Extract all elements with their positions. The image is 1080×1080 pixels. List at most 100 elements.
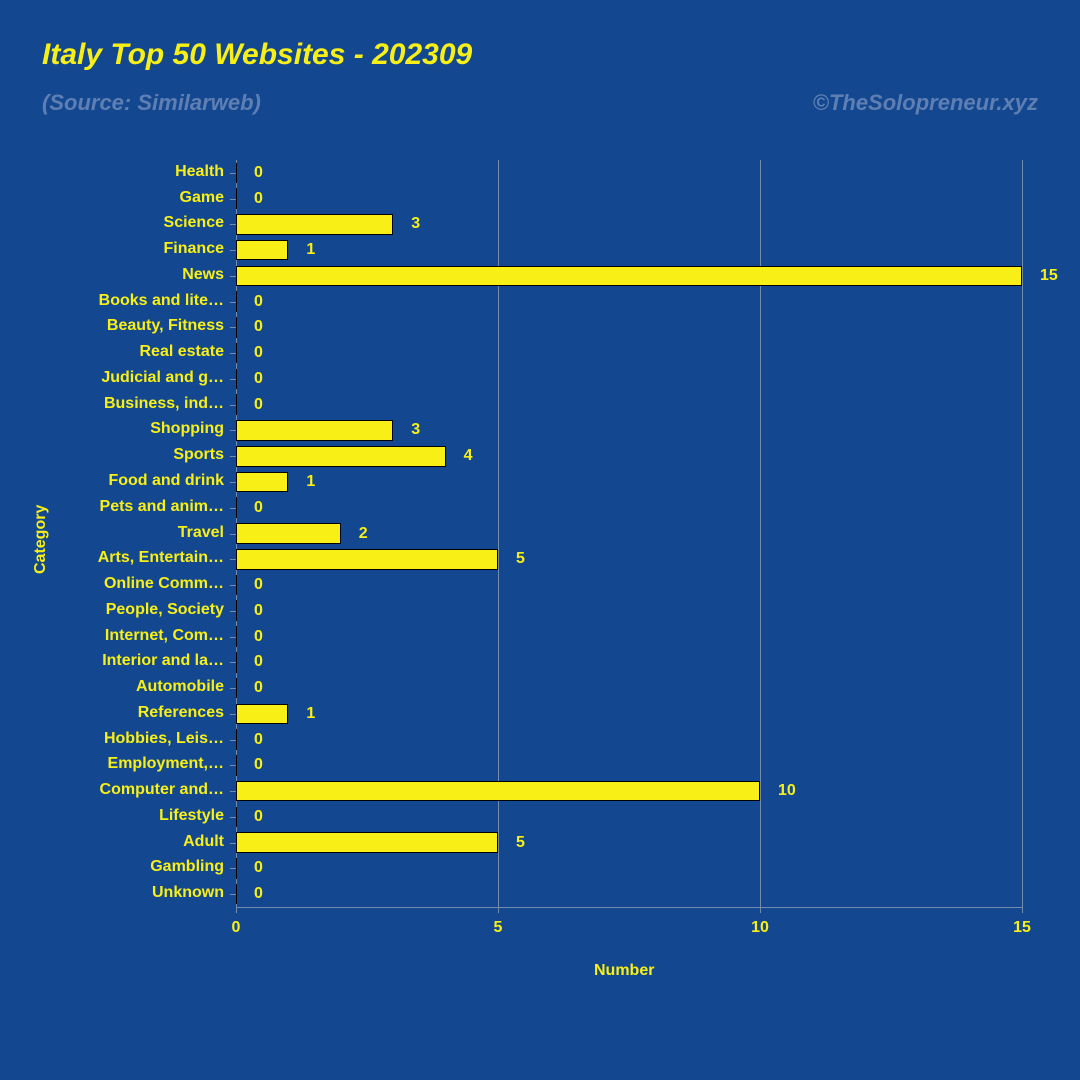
chart-subtitle-source: (Source: Similarweb) [42,90,261,116]
bar-value-label: 0 [254,885,263,903]
bar-value-label: 0 [254,731,263,749]
bar-outline [236,755,237,776]
bar-outline [236,729,237,750]
bar-outline [236,884,237,905]
bar-outline [236,240,288,261]
y-tick-label: Beauty, Fitness [74,317,224,335]
bar-value-label: 0 [254,190,263,208]
bar-outline [236,394,237,415]
bar-value-label: 4 [464,447,473,465]
bar-outline [236,188,237,209]
bar-outline [236,858,237,879]
bar-outline [236,523,341,544]
y-tick-label: Lifestyle [74,807,224,825]
bar-value-label: 0 [254,164,263,182]
x-axis-line [236,907,1022,908]
bar-value-label: 0 [254,344,263,362]
y-tick-label: Shopping [74,420,224,438]
y-tick-label: Real estate [74,343,224,361]
bar-outline [236,807,237,828]
bar-value-label: 0 [254,576,263,594]
bar-outline [236,575,237,596]
x-axis-label: Number [594,962,654,980]
bar-outline [236,214,393,235]
bar-chart: Italy Top 50 Websites - 202309 (Source: … [0,0,1080,1080]
bar-value-label: 0 [254,756,263,774]
bar-outline [236,266,1022,287]
bar-outline [236,446,446,467]
bar-outline [236,652,237,673]
bar-value-label: 0 [254,499,263,517]
bar-value-label: 0 [254,396,263,414]
y-tick-label: Computer and… [74,781,224,799]
bar-value-label: 0 [254,628,263,646]
bar-value-label: 0 [254,808,263,826]
bar-outline [236,369,237,390]
y-tick-label: Internet, Com… [74,627,224,645]
y-tick-label: People, Society [74,601,224,619]
bar-value-label: 0 [254,602,263,620]
bar-value-label: 5 [516,550,525,568]
y-axis-label: Category [32,504,50,573]
bar-value-label: 3 [411,215,420,233]
bar-value-label: 0 [254,859,263,877]
chart-subtitle-credit: ©TheSolopreneur.xyz [813,90,1038,116]
bar-outline [236,497,237,518]
bar-outline [236,317,237,338]
bar-value-label: 10 [778,782,796,800]
bar-outline [236,472,288,493]
y-tick-label: Hobbies, Leis… [74,730,224,748]
y-tick-label: Employment,… [74,755,224,773]
y-tick-label: Pets and anim… [74,498,224,516]
bar-outline [236,291,237,312]
bar-outline [236,781,760,802]
bar-outline [236,549,498,570]
bar-outline [236,678,237,699]
y-tick-label: References [74,704,224,722]
y-tick-label: Business, ind… [74,395,224,413]
bar-outline [236,343,237,364]
y-tick-label: Adult [74,833,224,851]
y-tick-label: Game [74,189,224,207]
y-tick-label: Sports [74,446,224,464]
x-tick [1022,907,1023,913]
y-tick-label: Food and drink [74,472,224,490]
y-tick-label: Arts, Entertain… [74,549,224,567]
y-tick-label: News [74,266,224,284]
y-tick-label: Travel [74,524,224,542]
bar-outline [236,704,288,725]
y-tick-label: Books and lite… [74,292,224,310]
y-tick-label: Gambling [74,858,224,876]
bar-value-label: 1 [306,241,315,259]
y-tick-label: Finance [74,240,224,258]
bar-outline [236,626,237,647]
bar-value-label: 0 [254,318,263,336]
gridline [1022,160,1023,907]
bar-outline [236,163,237,184]
y-tick-label: Science [74,214,224,232]
y-tick-label: Health [74,163,224,181]
bar-value-label: 1 [306,473,315,491]
y-tick-label: Online Comm… [74,575,224,593]
bar-value-label: 2 [359,525,368,543]
bar-value-label: 15 [1040,267,1058,285]
x-tick-label: 5 [478,919,518,937]
bar-value-label: 3 [411,421,420,439]
bar-value-label: 1 [306,705,315,723]
x-tick-label: 10 [740,919,780,937]
y-tick-label: Judicial and g… [74,369,224,387]
y-tick-label: Interior and la… [74,652,224,670]
bar-value-label: 0 [254,370,263,388]
x-tick-label: 15 [1002,919,1042,937]
bar-value-label: 0 [254,653,263,671]
bar-outline [236,600,237,621]
bar-value-label: 5 [516,834,525,852]
x-tick-label: 0 [216,919,256,937]
bar-outline [236,832,498,853]
bar-outline [236,420,393,441]
chart-title: Italy Top 50 Websites - 202309 [42,38,472,72]
bar-value-label: 0 [254,293,263,311]
y-tick-label: Unknown [74,884,224,902]
bar-value-label: 0 [254,679,263,697]
y-tick-label: Automobile [74,678,224,696]
